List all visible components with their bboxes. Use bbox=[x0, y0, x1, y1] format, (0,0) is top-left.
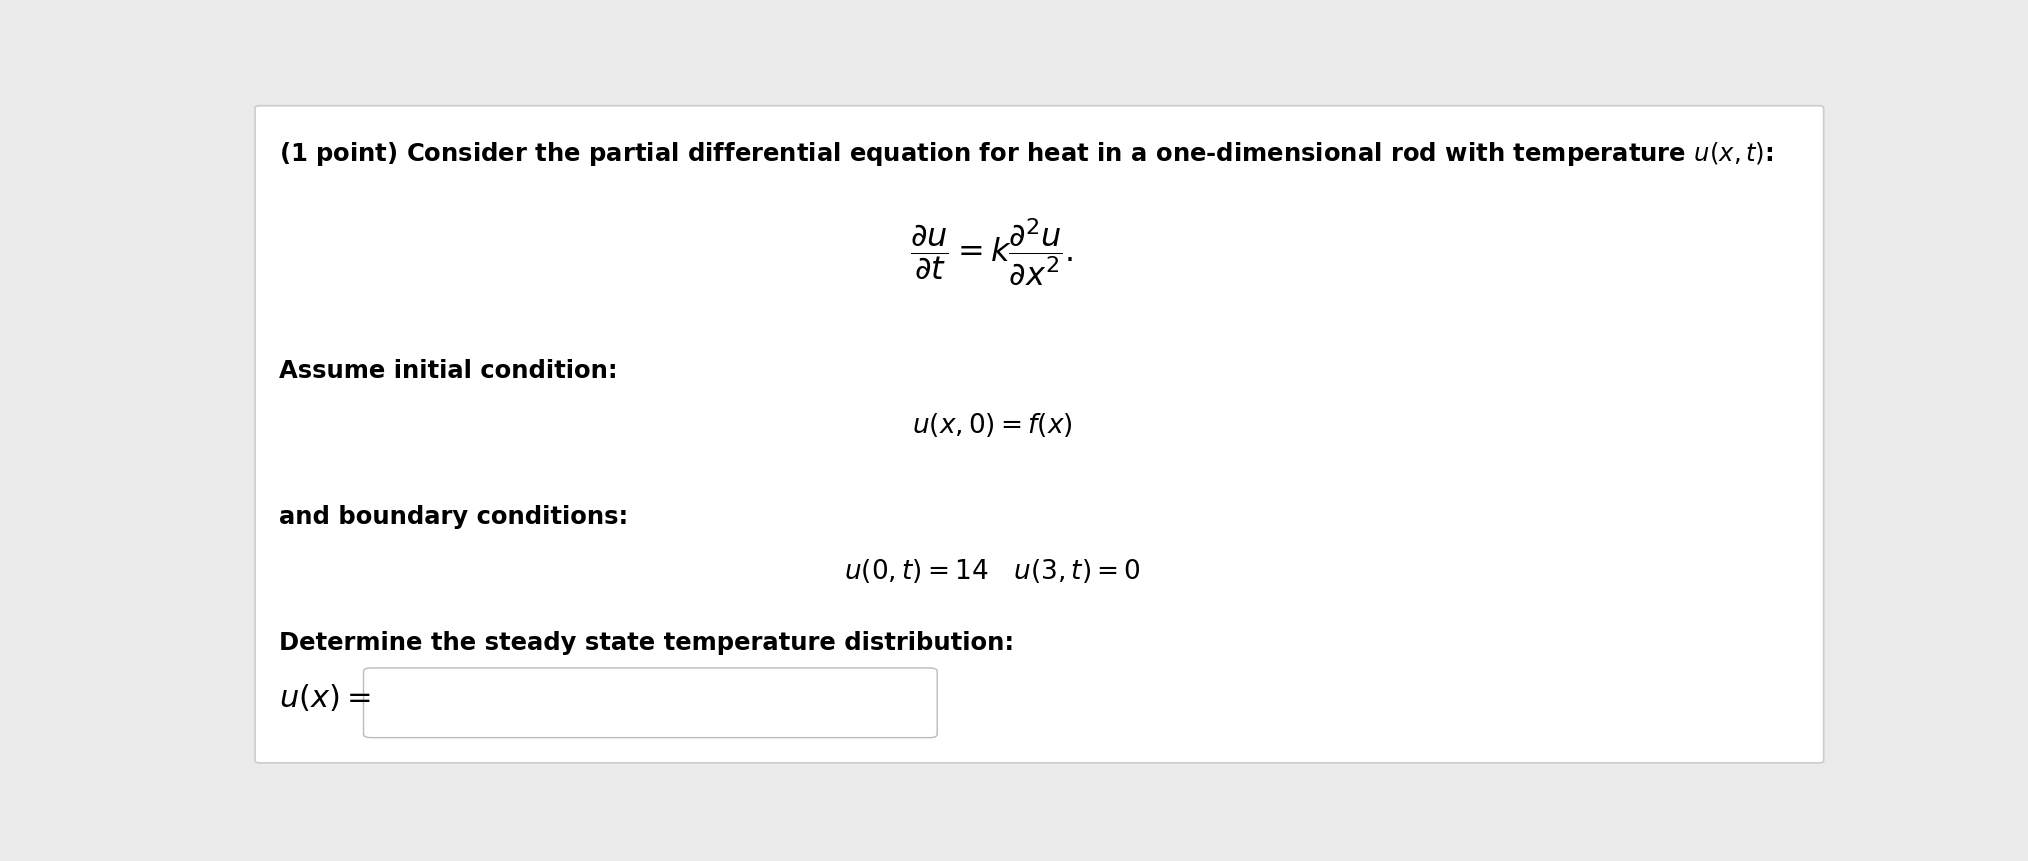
Text: Determine the steady state temperature distribution:: Determine the steady state temperature d… bbox=[278, 630, 1014, 654]
Text: and boundary conditions:: and boundary conditions: bbox=[278, 505, 629, 529]
Text: $\dfrac{\partial u}{\partial t} = k\dfrac{\partial^2 u}{\partial x^2}.$: $\dfrac{\partial u}{\partial t} = k\dfra… bbox=[911, 217, 1075, 288]
Text: $u(0, t) = 14 \quad u(3, t) = 0$: $u(0, t) = 14 \quad u(3, t) = 0$ bbox=[844, 557, 1140, 585]
FancyBboxPatch shape bbox=[256, 107, 1823, 763]
Text: Assume initial condition:: Assume initial condition: bbox=[278, 358, 617, 382]
Text: $u(x, 0) = f(x)$: $u(x, 0) = f(x)$ bbox=[913, 411, 1073, 439]
FancyBboxPatch shape bbox=[363, 668, 937, 738]
Text: (1 point) Consider the partial differential equation for heat in a one-dimension: (1 point) Consider the partial different… bbox=[278, 139, 1772, 168]
Text: $u(x) =$: $u(x) =$ bbox=[278, 681, 371, 712]
